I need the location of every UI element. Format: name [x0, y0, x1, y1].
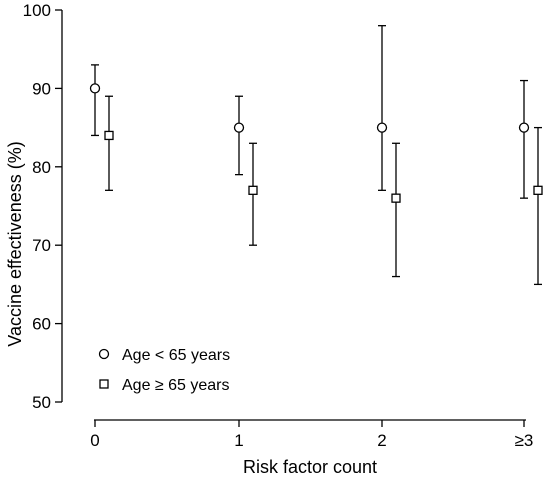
circle-point: [376, 122, 388, 133]
circle-point: [518, 122, 530, 133]
legend-label: Age ≥ 65 years: [122, 377, 230, 394]
data-marks: [89, 25, 543, 286]
tick-labels: 50 60 70 80 90 100 0 1 2 ≥3: [23, 1, 534, 450]
legend-label: Age < 65 years: [122, 347, 230, 364]
y-tick-label: 50: [32, 393, 51, 412]
square-point: [391, 193, 401, 203]
legend-square-icon: [99, 379, 109, 389]
x-tick-label: 2: [377, 431, 386, 450]
square-point: [104, 130, 114, 141]
x-tick-label: ≥3: [515, 431, 534, 450]
y-tick-label: 60: [32, 315, 51, 334]
series-over-65: [104, 95, 543, 286]
y-tick-label: 100: [23, 1, 51, 20]
axes: [55, 9, 526, 427]
y-tick-label: 70: [32, 236, 51, 255]
x-tick-label: 0: [90, 431, 99, 450]
series-under-65: [89, 25, 530, 199]
y-tick-label: 90: [32, 79, 51, 98]
circle-point: [233, 122, 245, 133]
x-axis-label: Risk factor count: [243, 457, 377, 477]
square-point: [533, 185, 543, 195]
y-axis-label: Vaccine effectiveness (%): [5, 141, 25, 346]
x-tick-label: 1: [234, 431, 243, 450]
circle-point: [89, 83, 101, 94]
square-point: [248, 185, 258, 195]
y-tick-label: 80: [32, 158, 51, 177]
legend-circle-icon: [98, 348, 110, 360]
legend: Age < 65 years Age ≥ 65 years: [98, 347, 230, 394]
